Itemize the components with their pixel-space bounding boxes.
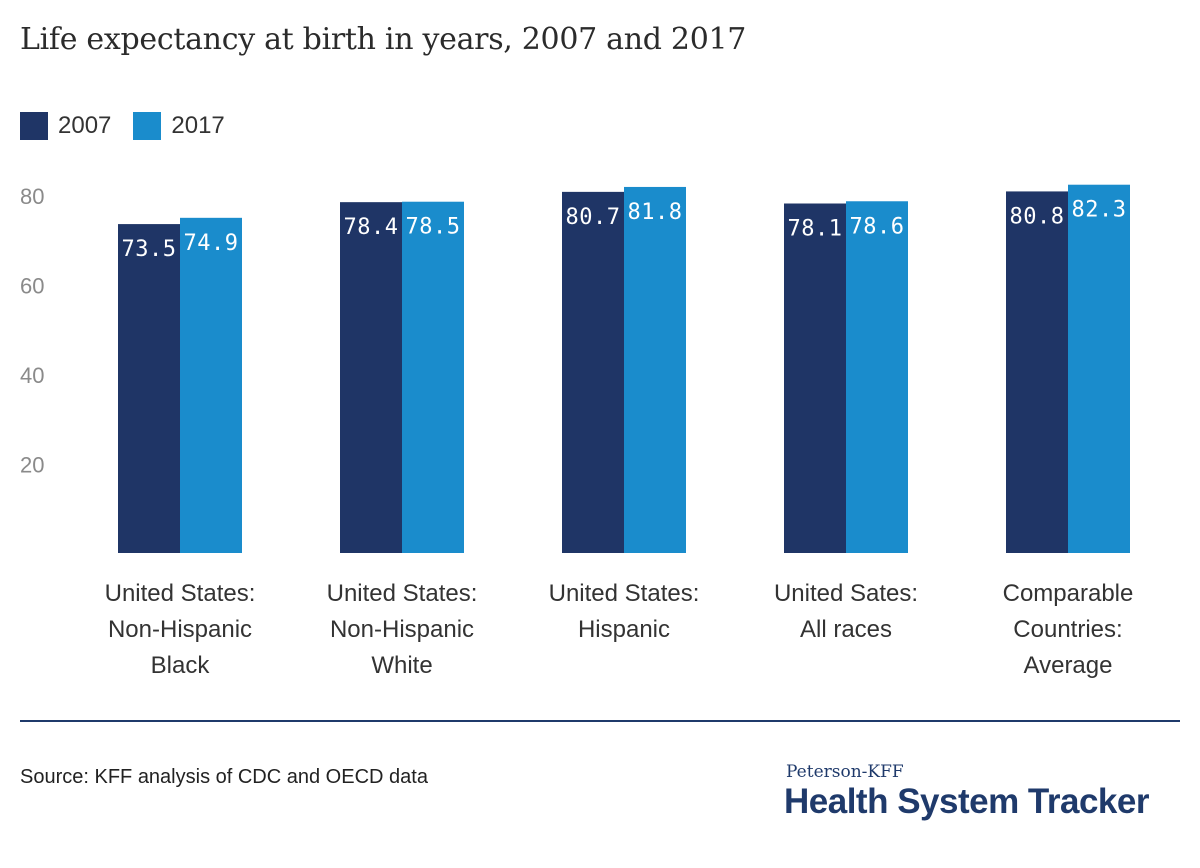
- bar-2017-1: [402, 201, 464, 553]
- category-label-4-line-0: Comparable: [1003, 580, 1134, 607]
- value-label-2017-2: 81.8: [628, 200, 683, 225]
- category-label-4-line-1: Countries:: [1013, 616, 1122, 643]
- y-tick-label-40: 40: [20, 363, 44, 388]
- category-label-0-line-0: United States:: [105, 580, 256, 607]
- category-label-1-line-0: United States:: [327, 580, 478, 607]
- chart-legend: 2007 2017: [20, 112, 247, 140]
- chart-title: Life expectancy at birth in years, 2007 …: [20, 22, 747, 57]
- value-label-2017-3: 78.6: [850, 214, 905, 239]
- category-label-0-line-2: Black: [151, 652, 211, 679]
- y-tick-label-20: 20: [20, 453, 44, 478]
- category-label-1-line-1: Non-Hispanic: [330, 616, 474, 643]
- legend-label-2007: 2007: [58, 112, 112, 139]
- legend-label-2017: 2017: [171, 112, 225, 139]
- value-label-2007-0: 73.5: [122, 237, 177, 262]
- legend-item-2007: 2007: [20, 112, 111, 140]
- source-note: Source: KFF analysis of CDC and OECD dat…: [20, 766, 428, 788]
- category-label-1-line-2: White: [371, 652, 432, 679]
- bar-2007-0: [118, 224, 180, 553]
- category-label-0-line-1: Non-Hispanic: [108, 616, 252, 643]
- category-label-2-line-0: United States:: [549, 580, 700, 607]
- bar-2017-4: [1068, 184, 1130, 553]
- y-tick-label-60: 60: [20, 274, 44, 299]
- footer-divider: [20, 720, 1180, 722]
- category-label-3-line-1: All races: [800, 616, 892, 643]
- bar-2017-0: [180, 217, 242, 553]
- value-label-2007-2: 80.7: [566, 205, 621, 230]
- bar-2007-3: [784, 203, 846, 553]
- bar-chart: 20 40 60 80 73.5 74.9 United States: Non-Hispan…: [20, 184, 1134, 679]
- category-label-4-line-2: Average: [1024, 652, 1113, 679]
- bar-2017-3: [846, 201, 908, 553]
- legend-swatch-2017: [133, 112, 162, 140]
- brand-logo: Health System Tracker: [784, 782, 1149, 821]
- brand-subtitle: Peterson-KFF: [786, 762, 904, 782]
- category-label-2-line-1: Hispanic: [578, 616, 670, 643]
- bar-2007-2: [562, 191, 624, 553]
- legend-swatch-2007: [20, 112, 48, 140]
- value-label-2017-0: 74.9: [184, 231, 239, 256]
- category-label-3-line-0: United Sates:: [774, 580, 918, 607]
- value-label-2017-4: 82.3: [1072, 198, 1127, 223]
- y-tick-label-80: 80: [20, 184, 44, 209]
- bar-2007-4: [1006, 191, 1068, 554]
- legend-item-2017: 2017: [133, 112, 225, 140]
- bar-2007-1: [340, 202, 402, 553]
- value-label-2007-1: 78.4: [344, 215, 399, 240]
- value-label-2007-3: 78.1: [788, 217, 843, 242]
- value-label-2007-4: 80.8: [1010, 204, 1065, 229]
- bar-2017-2: [624, 186, 686, 553]
- value-label-2017-1: 78.5: [406, 215, 461, 240]
